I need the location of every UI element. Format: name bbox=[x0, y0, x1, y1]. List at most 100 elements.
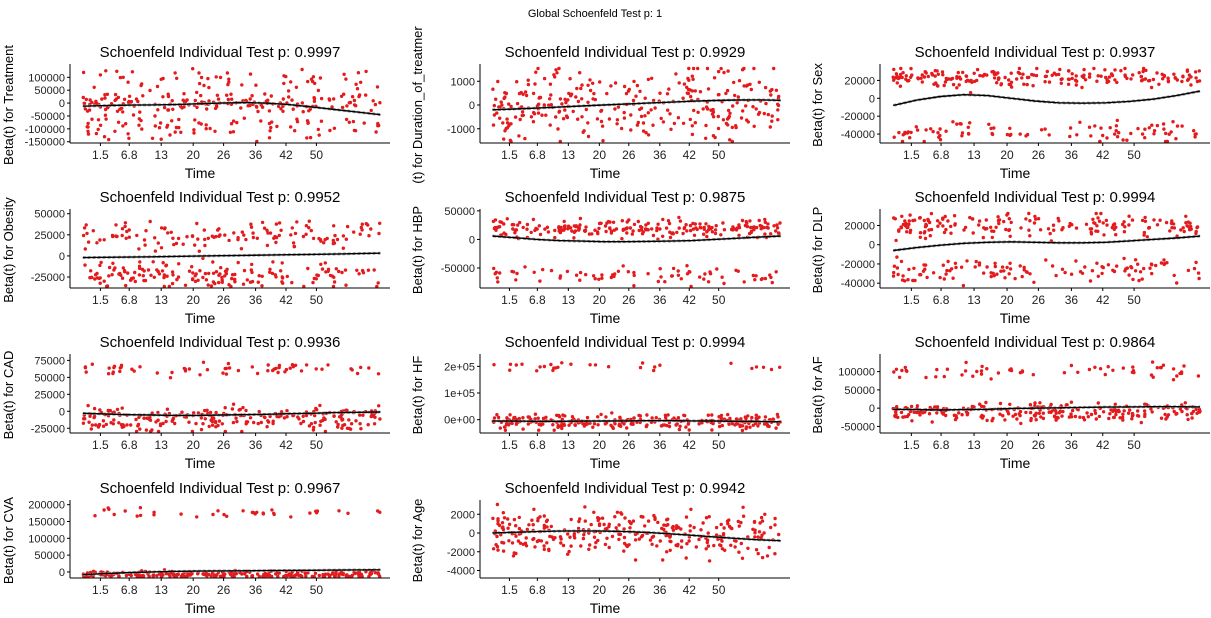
data-point bbox=[533, 82, 537, 86]
data-point bbox=[722, 526, 726, 530]
data-point bbox=[749, 229, 754, 233]
data-point bbox=[492, 416, 497, 420]
data-point bbox=[311, 428, 316, 432]
data-point bbox=[285, 409, 289, 413]
data-point bbox=[645, 413, 649, 417]
data-point bbox=[1091, 217, 1095, 221]
data-point bbox=[104, 422, 109, 427]
data-point bbox=[218, 574, 223, 579]
data-point bbox=[1086, 415, 1091, 419]
data-point bbox=[137, 117, 141, 121]
data-point bbox=[1082, 73, 1086, 77]
smooth-dashed-band bbox=[492, 531, 781, 543]
data-point bbox=[1161, 122, 1166, 126]
data-point bbox=[929, 211, 934, 216]
data-point bbox=[1172, 72, 1176, 76]
data-point bbox=[592, 91, 596, 96]
data-point bbox=[918, 216, 922, 220]
data-point bbox=[722, 228, 727, 232]
data-point bbox=[616, 105, 621, 109]
data-point bbox=[307, 424, 312, 428]
data-point bbox=[326, 363, 330, 367]
data-point bbox=[174, 125, 179, 130]
data-point bbox=[1129, 77, 1133, 81]
data-point bbox=[260, 284, 264, 288]
data-point bbox=[938, 275, 942, 280]
data-point bbox=[107, 366, 111, 370]
data-point bbox=[516, 539, 521, 543]
data-point bbox=[142, 238, 147, 242]
data-point bbox=[226, 97, 230, 102]
data-point bbox=[688, 228, 693, 233]
data-point bbox=[660, 526, 664, 531]
data-point bbox=[536, 416, 540, 420]
data-point bbox=[678, 424, 682, 428]
x-tick-label: 1.5 bbox=[501, 583, 518, 597]
data-point bbox=[299, 421, 303, 426]
data-point bbox=[694, 545, 698, 549]
data-point bbox=[538, 365, 542, 369]
data-point bbox=[277, 221, 282, 225]
data-point bbox=[277, 233, 281, 238]
x-tick-label: 26 bbox=[217, 583, 231, 597]
data-point bbox=[529, 115, 534, 119]
schoenfeld-panel: Schoenfeld Individual Test p: 0.9864Beta… bbox=[810, 334, 1210, 471]
data-point bbox=[574, 273, 579, 277]
data-point bbox=[606, 219, 611, 224]
data-point bbox=[668, 112, 672, 116]
data-point bbox=[504, 126, 508, 131]
data-point bbox=[1185, 69, 1190, 74]
data-point bbox=[563, 108, 567, 112]
data-point bbox=[104, 117, 108, 121]
data-point bbox=[215, 93, 220, 98]
data-point bbox=[369, 108, 373, 113]
data-point bbox=[1054, 73, 1058, 77]
data-point bbox=[593, 277, 597, 281]
data-point bbox=[233, 277, 237, 282]
data-point bbox=[121, 110, 125, 114]
data-point bbox=[317, 133, 321, 137]
x-tick-label: 36 bbox=[1065, 148, 1079, 162]
data-point bbox=[1147, 126, 1152, 130]
data-point bbox=[127, 136, 131, 140]
data-point bbox=[536, 111, 541, 115]
data-point bbox=[990, 419, 994, 423]
data-point bbox=[912, 266, 916, 270]
data-point bbox=[632, 222, 637, 227]
data-point bbox=[165, 125, 169, 129]
data-point bbox=[341, 234, 346, 238]
data-point bbox=[1099, 211, 1103, 216]
data-point bbox=[323, 261, 327, 265]
data-point bbox=[1130, 218, 1135, 222]
data-point bbox=[90, 423, 95, 427]
data-point bbox=[968, 215, 972, 220]
data-point bbox=[202, 83, 206, 88]
data-point bbox=[81, 70, 86, 75]
data-point bbox=[157, 126, 162, 130]
data-point bbox=[1114, 412, 1118, 417]
data-point bbox=[735, 226, 740, 230]
data-point bbox=[1021, 72, 1025, 76]
data-point bbox=[676, 269, 680, 273]
data-point bbox=[518, 220, 522, 225]
data-point bbox=[1140, 132, 1145, 136]
data-point bbox=[492, 363, 496, 367]
data-point bbox=[190, 429, 195, 434]
data-point bbox=[1081, 415, 1086, 420]
data-point bbox=[730, 125, 734, 130]
data-point bbox=[576, 526, 581, 531]
data-point bbox=[558, 97, 563, 101]
data-point bbox=[115, 234, 119, 239]
data-point bbox=[511, 227, 515, 231]
data-point bbox=[560, 361, 564, 365]
data-point bbox=[960, 373, 964, 377]
data-point bbox=[945, 367, 950, 371]
data-point bbox=[627, 218, 631, 222]
data-point bbox=[922, 75, 927, 79]
data-point bbox=[217, 234, 221, 238]
data-point bbox=[993, 261, 997, 265]
data-point bbox=[977, 219, 982, 223]
data-point bbox=[1105, 80, 1109, 85]
data-point bbox=[523, 90, 528, 94]
data-point bbox=[1028, 234, 1032, 238]
